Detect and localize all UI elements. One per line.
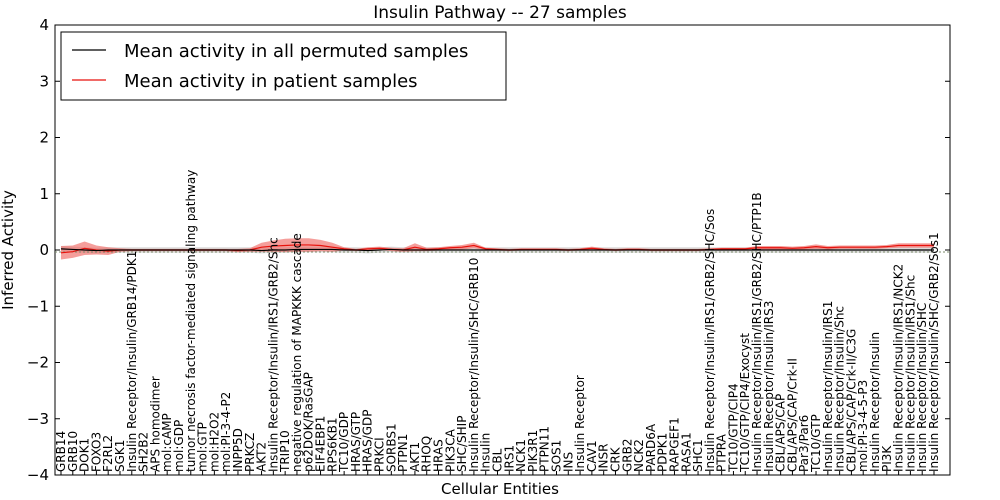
x-category-label: CBL/APS/CAP/Crk-II/C3G: [844, 329, 858, 472]
y-axis-ticks: −4 −3 −2 −1 0 1 2 3 4: [27, 16, 950, 484]
x-category-label: p62DOK/RasGAP: [302, 372, 316, 472]
x-category-label: PTPRA: [715, 433, 729, 472]
legend: Mean activity in all permuted samples Me…: [60, 31, 507, 101]
x-category-label: RHOQ: [420, 436, 434, 472]
y-tick-label: 4: [39, 16, 49, 34]
x-category-label: CAV1: [585, 440, 599, 472]
y-tick-label: −2: [27, 354, 49, 372]
x-category-label: RPS6KB1: [325, 417, 339, 472]
x-category-label: INS: [561, 452, 575, 472]
x-category-label: PI3K: [880, 445, 894, 472]
x-category-label: PARD6A: [644, 423, 658, 472]
x-category-label: AKT2: [255, 442, 269, 472]
x-category-label: CBL: [491, 448, 505, 472]
x-category-label: GRB2: [620, 438, 634, 472]
x-category-label: SORBS1: [384, 423, 398, 472]
x-category-label: APS homodimer: [148, 376, 162, 472]
x-category-label: RASA1: [679, 432, 693, 472]
x-category-label: Insulin Receptor/Insulin/SHC/GRB2/Sos1: [927, 232, 941, 472]
x-category-label: HRAS/GDP: [361, 409, 375, 472]
x-category-label: TC10/GTP/CIP4/Exocyst: [738, 333, 752, 473]
x-category-label: Insulin Receptor/Insulin/IRS1/Shc: [903, 275, 917, 472]
x-category-label: HRAS: [432, 439, 446, 472]
legend-label-patient: Mean activity in patient samples: [124, 71, 418, 92]
x-category-label: SHC1: [691, 439, 705, 472]
y-tick-label: 3: [39, 72, 49, 90]
x-category-label: INSR: [597, 444, 611, 472]
y-tick-label: 1: [39, 185, 49, 203]
x-category-label: Insulin Receptor/Insulin/IRS1/GRB2/SHC/P…: [750, 192, 764, 472]
x-category-label: DOK1: [78, 438, 92, 472]
x-category-label: TC10/GTP/CIP4: [726, 383, 740, 473]
y-tick-label: 0: [39, 241, 49, 259]
x-category-label: HRAS/GTP: [349, 412, 363, 472]
x-category-label: F2RL2: [101, 435, 115, 472]
x-category-label: NCK2: [632, 439, 646, 472]
legend-box: [60, 31, 507, 101]
x-category-label: mol:PI-3-4-5-P3: [856, 380, 870, 472]
x-category-label: Insulin Receptor: [573, 375, 587, 472]
x-category-label: SOS1: [549, 440, 563, 472]
x-category-label: PIK3CA: [443, 428, 457, 472]
x-category-label: PRKCI: [373, 437, 387, 472]
x-category-label: AKT1: [408, 442, 422, 472]
x-category-label: Insulin Receptor/Insulin/SHC: [915, 303, 929, 472]
x-category-label: Insulin Receptor/Insulin/GRB14/PDK1: [125, 251, 139, 472]
x-category-label: Par3/Par6: [797, 415, 811, 472]
y-tick-label: 2: [39, 129, 49, 147]
x-category-label: GRB14: [54, 431, 68, 472]
x-category-label: mol:cAMP: [160, 413, 174, 472]
x-category-label: Insulin Receptor/Insulin/SHC/GRB10: [467, 258, 481, 472]
x-category-label: CBL/APS/CAP/Crk-II: [785, 358, 799, 472]
x-category-label: PTPN11: [538, 426, 552, 472]
x-category-label: FOXO3: [89, 432, 103, 472]
x-category-label: negative regulation of MAPKKK cascade: [290, 233, 304, 472]
x-category-label: PTPN1: [396, 434, 410, 472]
x-category-label: SH2B2: [137, 432, 151, 472]
y-tick-label: −1: [27, 297, 49, 315]
x-category-label: Insulin Receptor/Insulin/IRS1: [821, 301, 835, 472]
x-category-label: mol:GDP: [172, 420, 186, 472]
x-category-label: Insulin Receptor/Insulin/IRS1/GRB2/SHC/S…: [703, 209, 717, 472]
y-axis-label: Inferred Activity: [0, 190, 17, 310]
series-lines: [60, 244, 934, 254]
x-category-label: Insulin Receptor/Insulin/IRS1/NCK2: [892, 264, 906, 472]
x-category-label: PIK3R1: [526, 430, 540, 472]
x-category-label: SHC/SHIP: [455, 416, 469, 472]
x-category-label: EIF4EBP1: [314, 416, 328, 472]
x-category-label: PDPK1: [656, 433, 670, 472]
x-category-label: TC10/GDP: [337, 412, 351, 473]
x-category-label: TRIP10: [278, 430, 292, 473]
x-category-label: INPP5D: [231, 428, 245, 472]
x-category-label: IRS1: [502, 445, 516, 472]
x-category-label: mol:GTP: [196, 422, 210, 472]
x-category-label: mol:PI-3-4-P2: [219, 392, 233, 472]
x-category-label: NCK1: [514, 439, 528, 472]
x-category-label: Insulin Receptor/Insulin/IRS3: [762, 301, 776, 472]
x-category-label: CBL/APS/CAP: [774, 394, 788, 472]
x-category-label: PRKCZ: [243, 433, 257, 472]
permuted-mean-line: [60, 248, 934, 252]
x-category-label: tumor necrosis factor-mediated signaling…: [184, 170, 198, 472]
x-axis-label: Cellular Entities: [441, 480, 559, 498]
x-category-label: TC10/GTP: [809, 414, 823, 473]
x-category-label: Insulin Receptor/Insulin: [868, 332, 882, 472]
x-category-label: RAPGEF1: [667, 417, 681, 472]
x-category-label: Insulin Receptor/Insulin/Shc: [833, 306, 847, 472]
x-category-label: SGK1: [113, 440, 127, 472]
x-category-label: GRB10: [66, 431, 80, 472]
x-category-label: CRK: [608, 446, 622, 472]
x-category-label: Insulin Receptor/Insulin/IRS1/GRB2/Shc: [266, 237, 280, 472]
x-category-label: mol:H2O2: [207, 412, 221, 472]
y-tick-label: −4: [27, 466, 49, 484]
x-category-label: Insulin: [479, 433, 493, 472]
chart-title: Insulin Pathway -- 27 samples: [373, 3, 627, 23]
y-tick-label: −3: [27, 410, 49, 428]
legend-label-permuted: Mean activity in all permuted samples: [124, 41, 468, 62]
